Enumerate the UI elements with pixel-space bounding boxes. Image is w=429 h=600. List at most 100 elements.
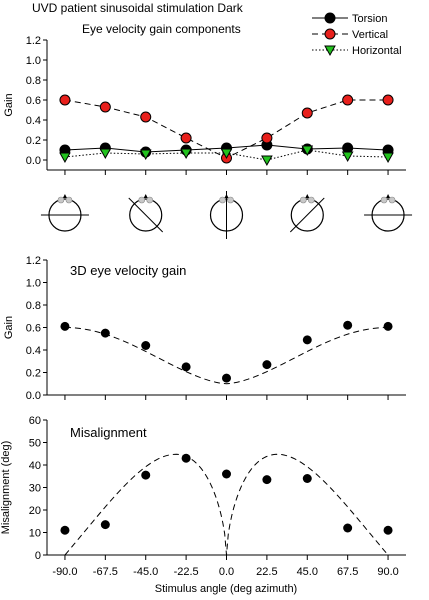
gain3d-y-tick-label: 0.0: [26, 390, 41, 402]
legend-marker-vertical: [324, 28, 336, 40]
gain3d-point: [100, 328, 110, 338]
head-top-view-icon: [128, 194, 164, 233]
misalignment-title: Misalignment: [70, 425, 147, 440]
ear-left: [299, 196, 307, 204]
gain3d-point: [302, 335, 312, 345]
misalignment-point: [100, 520, 110, 530]
misalignment-x-tick-label: -45.0: [133, 566, 158, 578]
components-y-tick-label: 0.2: [26, 135, 41, 147]
misalignment-x-tick-label: -67.5: [93, 566, 118, 578]
gain3d-point: [141, 341, 151, 350]
misalignment-point: [60, 525, 70, 535]
x-axis-label: Stimulus angle (deg azimuth): [155, 583, 297, 595]
misalignment-y-tick-label: 40: [29, 460, 41, 472]
misalignment-point: [383, 525, 393, 535]
series-vertical-point: [140, 111, 152, 123]
misalignment-point: [343, 523, 353, 533]
misalignment-y-tick-label: 60: [29, 415, 41, 427]
misalignment-point: [262, 475, 272, 485]
misalignment-x-tick-label: 67.5: [337, 566, 358, 578]
series-vertical-point: [59, 94, 71, 106]
misalignment-point: [222, 469, 231, 479]
gain3d-y-tick-label: 1.2: [26, 255, 41, 267]
misalignment-x-tick-label: -22.5: [174, 566, 199, 578]
series-horizontal-point: [261, 155, 273, 167]
series-vertical-point: [342, 94, 354, 106]
misalignment-y-tick-label: 0: [35, 550, 41, 562]
legend-label-vertical: Vertical: [352, 29, 388, 41]
misalignment-fit-curve: [64, 453, 389, 556]
ear-left: [57, 196, 65, 204]
gain3d-y-tick-label: 0.2: [26, 368, 41, 380]
gain3d-y-tick-label: 0.4: [26, 345, 41, 357]
misalignment-y-tick-label: 50: [29, 438, 41, 450]
misalignment-x-tick-label: 90.0: [377, 566, 398, 578]
figure-title: UVD patient sinusoidal stimulation Dark: [32, 1, 244, 15]
ear-right: [65, 196, 73, 204]
ear-left: [219, 196, 226, 204]
components-y-tick-label: 1.0: [26, 55, 41, 67]
gain3d-point: [222, 373, 231, 383]
components-panel: 0.0 0.2 0.4 0.6 0.8 1.0 1.2 Gain Eye velocity ga…: [3, 12, 406, 175]
head-top-view-icon: [289, 194, 325, 233]
components-y-tick-label: 0.4: [26, 115, 41, 127]
components-y-axis-label: Gain: [3, 93, 15, 116]
gain3d-point: [262, 360, 272, 370]
misalignment-y-axis-label: Misalignment (deg): [0, 441, 12, 535]
gain3d-point: [181, 362, 191, 372]
nose: [386, 194, 391, 198]
ear-right: [227, 196, 234, 204]
head-icon-row: [40, 191, 413, 239]
nose: [143, 194, 148, 198]
series-vertical-point: [261, 132, 273, 144]
ear-right: [388, 196, 396, 204]
series-horizontal-point: [180, 148, 192, 160]
gain3d-y-tick-label: 0.6: [26, 323, 41, 335]
series-horizontal-point: [139, 149, 152, 161]
nose: [305, 194, 310, 198]
components-y-tick-label: 1.2: [26, 35, 41, 47]
series-vertical-point: [180, 132, 192, 144]
gain3d-title: 3D eye velocity gain: [70, 263, 186, 278]
misalignment-y-tick-label: 30: [29, 483, 41, 495]
head-top-view-icon: [364, 194, 413, 232]
misalignment-point: [181, 453, 191, 463]
misalignment-point: [141, 470, 151, 480]
ear-right: [307, 196, 315, 204]
gain3d-y-tick-label: 0.8: [26, 300, 41, 312]
misalignment-point: [302, 474, 312, 483]
gain3d-point: [343, 320, 353, 330]
series-horizontal-point: [59, 152, 71, 164]
series-horizontal-point: [301, 145, 314, 157]
ear-left: [138, 196, 146, 204]
components-y-tick-label: 0.6: [26, 95, 41, 107]
misalignment-x-tick-label: 22.5: [256, 566, 277, 578]
misalignment-y-tick-label: 20: [29, 505, 41, 517]
series-horizontal-point: [220, 148, 233, 160]
head-top-view-icon: [209, 191, 244, 239]
gain3d-fit-curve: [64, 327, 389, 385]
gain3d-y-axis-label: Gain: [3, 316, 15, 339]
legend-marker-horizontal: [324, 45, 336, 57]
legend-label-torsion: Torsion: [352, 13, 387, 25]
series-horizontal-point: [341, 151, 354, 163]
misalignment-y-tick-label: 10: [29, 528, 41, 540]
gain3d-point: [60, 321, 70, 331]
series-vertical-point: [382, 94, 394, 106]
series-horizontal-point: [382, 152, 394, 164]
series-vertical-point: [99, 101, 111, 113]
gain3d-point: [383, 321, 393, 331]
head-top-view-icon: [40, 194, 89, 232]
ear-left: [380, 196, 388, 204]
components-y-tick-label: 0.8: [26, 75, 41, 87]
rotation-axis-line: [289, 197, 325, 233]
misalignment-x-tick-label: 45.0: [297, 566, 318, 578]
series-vertical-point: [301, 107, 313, 119]
misalignment-panel: 0 10 20 30 40 50 60 -90.0 -67.5 -45.0 -22.5 0.0 22.5…: [0, 415, 406, 578]
rotation-axis-line: [128, 197, 164, 233]
ear-right: [146, 196, 154, 204]
misalignment-x-tick-label: -90.0: [52, 566, 77, 578]
misalignment-x-tick-label: 0.0: [219, 566, 234, 578]
components-title: Eye velocity gain components: [82, 22, 241, 36]
